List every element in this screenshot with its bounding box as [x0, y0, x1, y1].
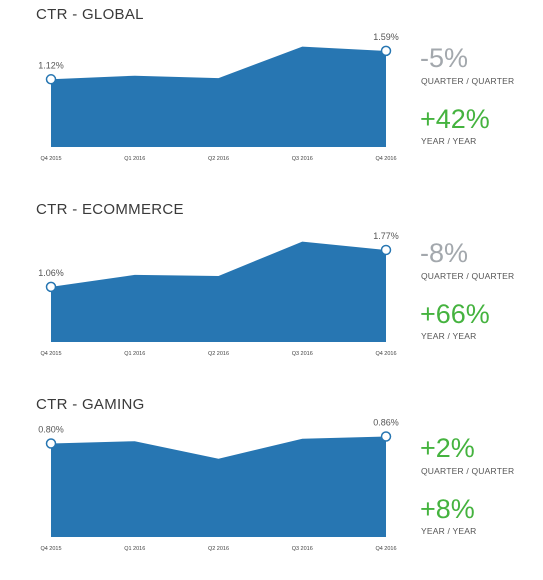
x-tick-label: Q1 2016 — [124, 156, 145, 162]
start-point-marker — [45, 438, 57, 449]
year-change-label: YEAR / YEAR — [421, 526, 477, 536]
end-value-label: 1.59% — [373, 32, 399, 42]
end-point-marker — [380, 431, 392, 442]
ctr-gaming-chart: 0.80% 0.86% Q4 2015 Q1 2016 Q2 2016 Q3 2016 Q4… — [38, 418, 399, 552]
x-tick-label: Q4 2016 — [375, 351, 396, 357]
ctr-global-chart: 1.12% 1.59% Q4 2015 Q1 2016 Q2 2016 Q3 2016 Q4… — [38, 32, 399, 162]
quarter-change-label: QUARTER / QUARTER — [421, 76, 515, 86]
end-value-label: 1.77% — [373, 231, 399, 241]
x-tick-label: Q1 2016 — [124, 546, 145, 552]
x-tick-label: Q4 2015 — [40, 546, 61, 552]
panel-title: CTR - GLOBAL — [36, 6, 144, 23]
ctr-global-panel: CTR - GLOBAL 1.12% 1.59% Q4 2015 Q1 2016 Q2 … — [0, 0, 543, 190]
quarter-change-label: QUARTER / QUARTER — [421, 271, 515, 281]
x-tick-label: Q2 2016 — [208, 156, 229, 162]
quarter-change-value: -5% — [420, 43, 469, 73]
area-series — [51, 436, 386, 537]
quarter-change-label: QUARTER / QUARTER — [421, 466, 515, 476]
ctr-ecommerce-panel: CTR - ECOMMERCE 1.06% 1.77% Q4 2015 Q1 2016… — [0, 195, 543, 385]
x-tick-label: Q3 2016 — [292, 156, 313, 162]
year-change-label: YEAR / YEAR — [421, 331, 477, 341]
x-tick-label: Q2 2016 — [208, 546, 229, 552]
x-tick-label: Q1 2016 — [124, 351, 145, 357]
start-value-label: 1.06% — [38, 268, 64, 278]
year-change-value: +8% — [420, 494, 475, 524]
start-point-marker — [45, 74, 57, 85]
year-change-value: +66% — [420, 299, 490, 329]
start-value-label: 0.80% — [38, 425, 64, 435]
x-tick-label: Q4 2015 — [40, 351, 61, 357]
quarter-change-value: -8% — [420, 238, 469, 268]
panel-title: CTR - GAMING — [36, 396, 145, 413]
area-series — [51, 241, 386, 342]
quarter-change-value: +2% — [420, 433, 475, 463]
end-point-marker — [380, 244, 392, 256]
end-value-label: 0.86% — [373, 418, 399, 428]
ctr-gaming-panel: CTR - GAMING 0.80% 0.86% Q4 2015 Q1 2016 Q2 … — [0, 390, 543, 580]
year-change-label: YEAR / YEAR — [421, 136, 477, 146]
x-tick-label: Q4 2016 — [375, 156, 396, 162]
start-value-label: 1.12% — [38, 60, 64, 70]
area-series — [51, 46, 386, 147]
x-tick-label: Q2 2016 — [208, 351, 229, 357]
x-tick-label: Q3 2016 — [292, 351, 313, 357]
year-change-value: +42% — [420, 104, 490, 134]
x-tick-label: Q4 2016 — [375, 546, 396, 552]
panel-title: CTR - ECOMMERCE — [36, 201, 184, 218]
x-tick-label: Q3 2016 — [292, 546, 313, 552]
x-tick-label: Q4 2015 — [40, 156, 61, 162]
end-point-marker — [380, 45, 392, 57]
ctr-ecommerce-chart: 1.06% 1.77% Q4 2015 Q1 2016 Q2 2016 Q3 2016 Q4… — [38, 231, 399, 357]
start-point-marker — [45, 281, 57, 293]
